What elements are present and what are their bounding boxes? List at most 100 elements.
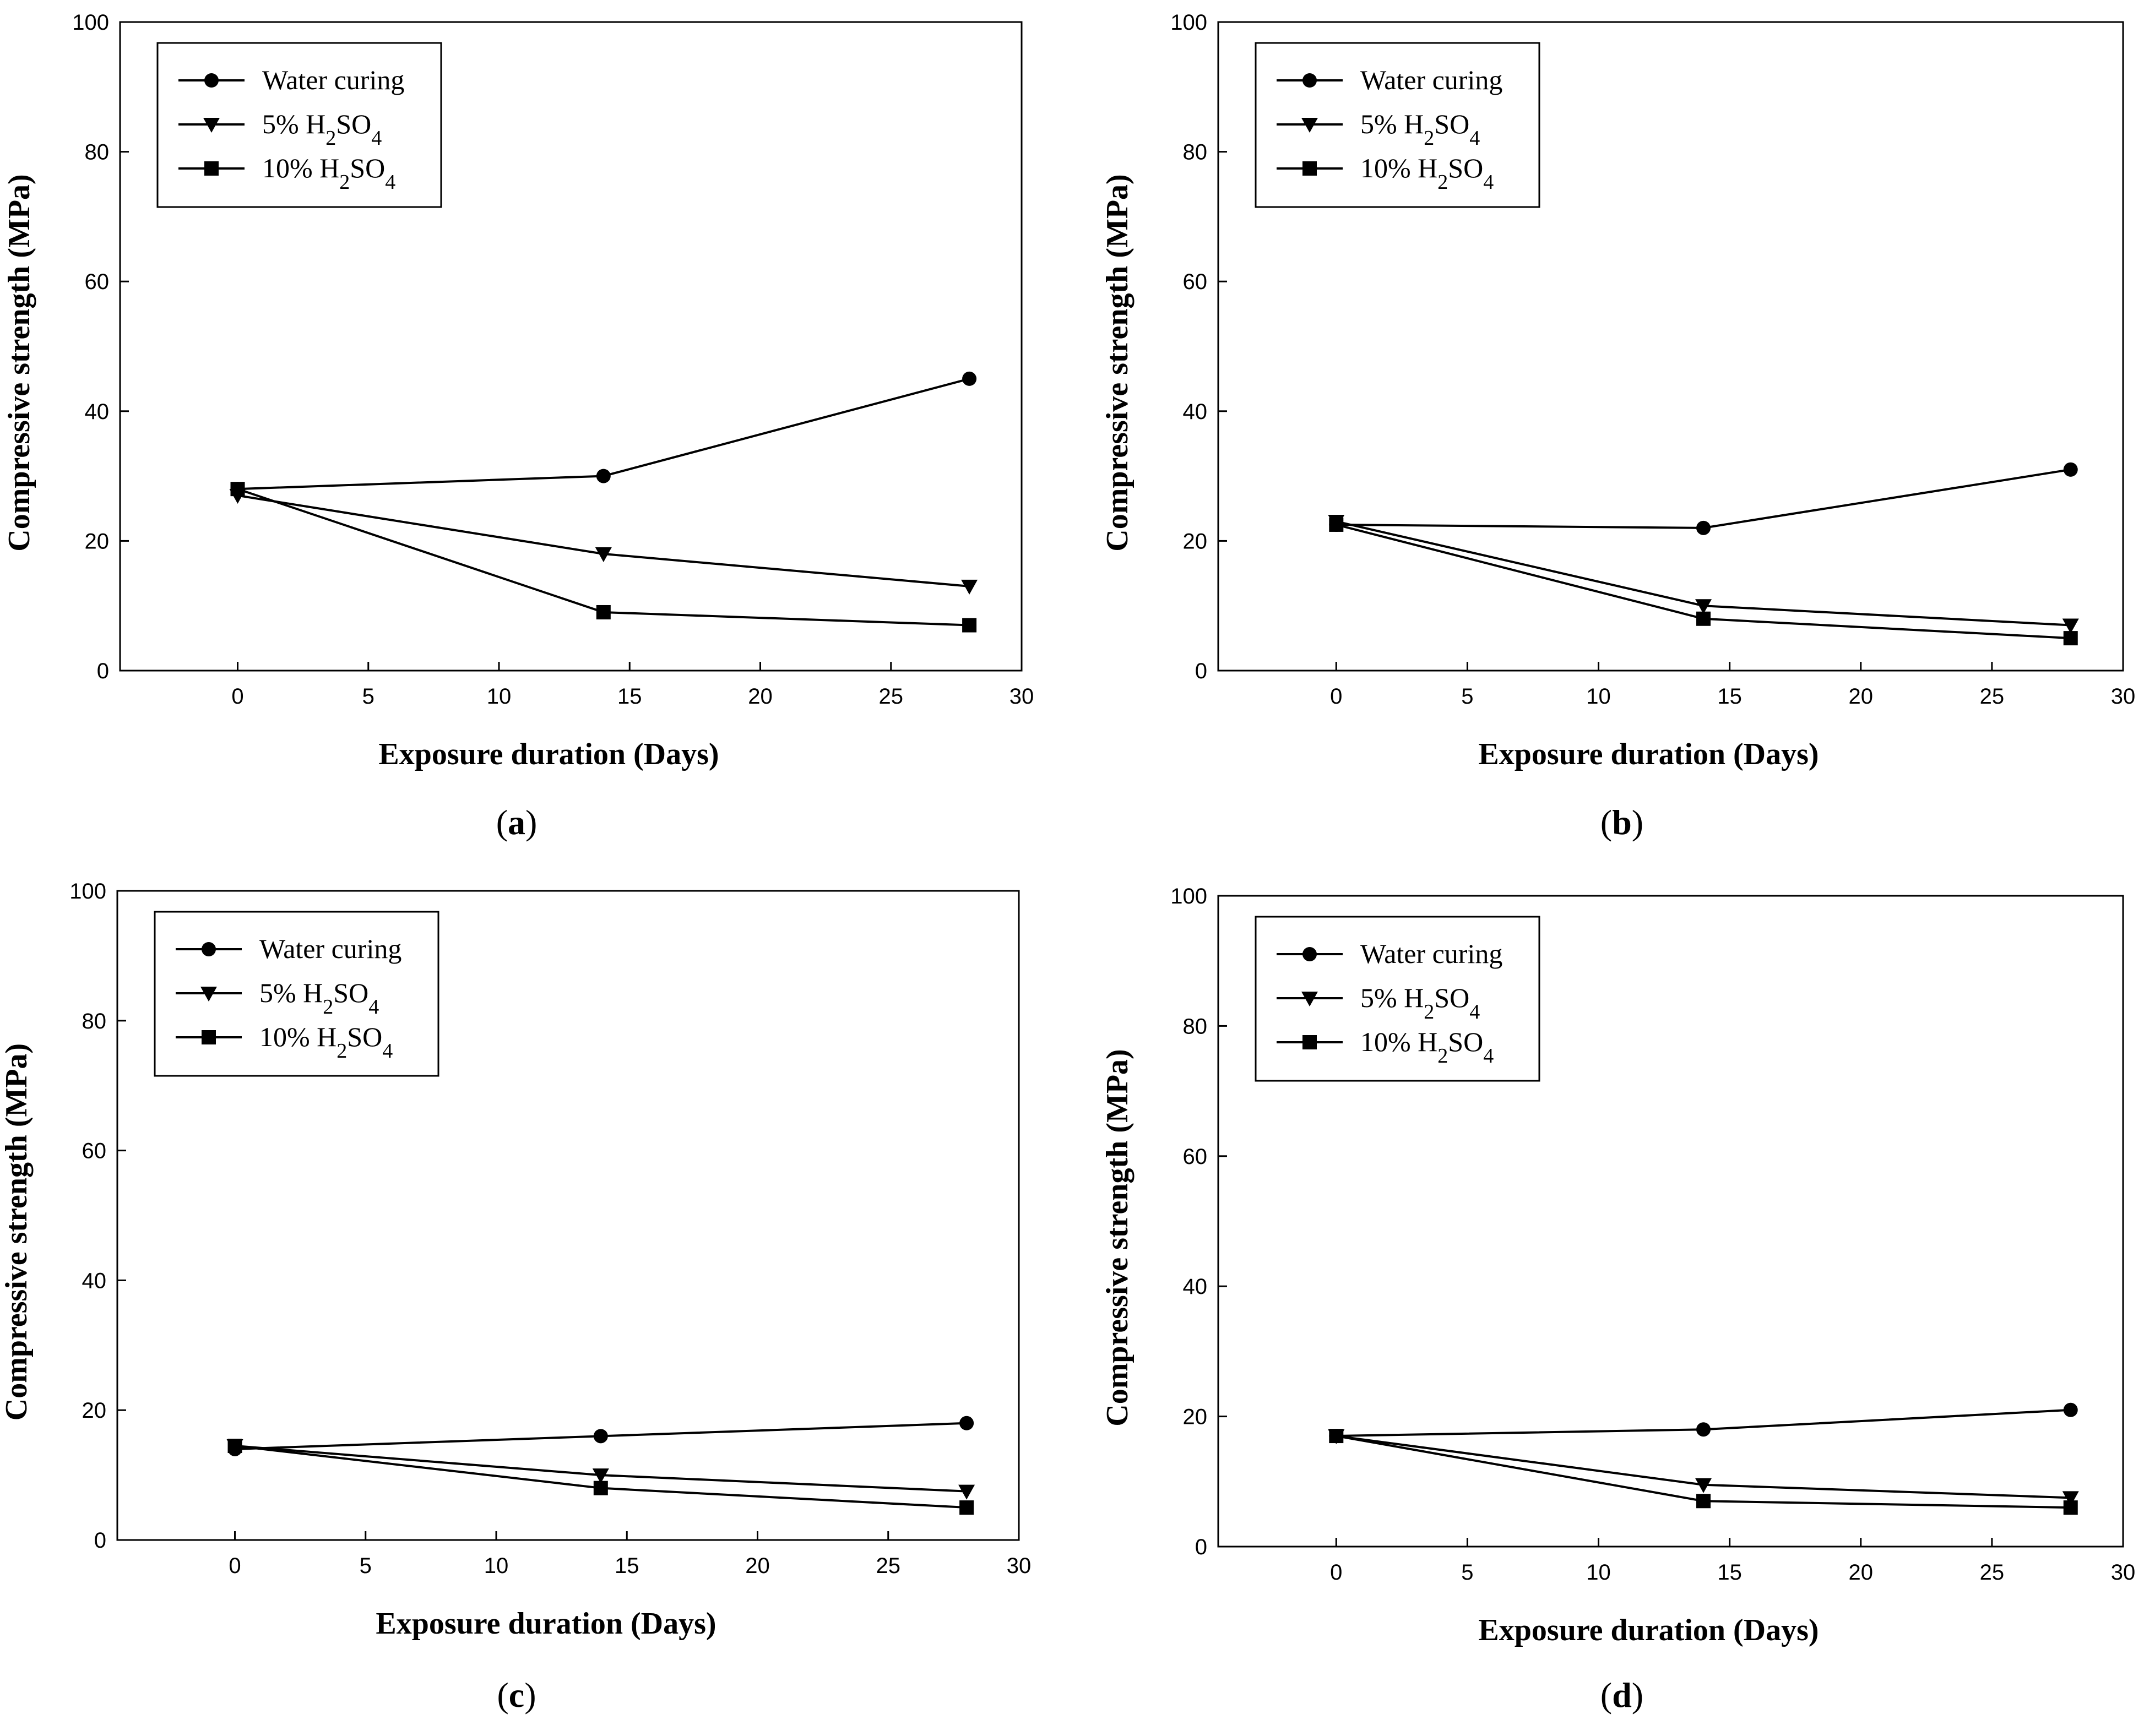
chart-panel-c: 0 20 40 60 80 100 0 5 10 15 20 25 30 Exposure duratio…	[0, 879, 1031, 1715]
y-axis-title: Compressive strength (MPa)	[1100, 174, 1135, 551]
y-tick-label: 80	[85, 140, 110, 165]
legend-marker	[1302, 73, 1317, 88]
data-point	[1696, 611, 1711, 626]
chart-panel-a: 0 20 40 60 80 100 0 5 10 15 20 25 30 Exposure duratio…	[2, 10, 1034, 842]
chart-panel-b: 0 20 40 60 80 100 0 5 10 15 20 25 30 Exposure duratio…	[1100, 10, 2135, 842]
series-line-1	[237, 494, 970, 587]
y-tick-label: 100	[69, 879, 106, 904]
legend-marker	[204, 73, 219, 88]
legend-label: 5% H2SO4	[1360, 982, 1480, 1024]
data-point	[961, 579, 978, 595]
legend-label: 10% H2SO4	[259, 1021, 393, 1063]
x-axis-title: Exposure duration (Days)	[376, 1607, 716, 1641]
y-tick-label: 80	[1183, 1014, 1208, 1038]
legend-marker	[1301, 118, 1318, 133]
legend-label: 10% H2SO4	[1360, 153, 1494, 194]
data-point	[959, 1500, 974, 1515]
data-point	[1329, 517, 1344, 532]
y-tick-label: 80	[1183, 140, 1208, 165]
x-tick-label: 5	[1461, 1560, 1473, 1585]
y-tick-label: 40	[1183, 1275, 1208, 1299]
legend-marker	[1302, 947, 1317, 961]
x-tick-label: 10	[1586, 684, 1611, 709]
plot-frame	[1217, 895, 2124, 1548]
x-tick-label: 20	[748, 684, 773, 709]
legend-marker	[202, 1030, 216, 1044]
x-tick-label: 0	[1330, 684, 1342, 709]
chart-panel-d: 0 20 40 60 80 100 0 5 10 15 20 25 30 Exposure duratio…	[1100, 884, 2135, 1715]
data-point	[2063, 631, 2078, 646]
legend-label: Water curing	[262, 64, 404, 95]
x-tick-label: 0	[1330, 1560, 1342, 1585]
data-point	[2063, 1402, 2078, 1417]
data-point	[962, 618, 977, 633]
legend-marker	[1302, 1035, 1317, 1049]
data-point	[227, 1439, 242, 1454]
data-point	[592, 1468, 609, 1484]
x-tick-label: 15	[1717, 684, 1742, 709]
x-tick-label: 30	[1007, 1554, 1032, 1578]
data-point	[596, 469, 611, 483]
x-tick-label: 10	[484, 1554, 509, 1578]
y-axis-title: Compressive strength (MPa)	[0, 1043, 34, 1421]
y-tick-label: 0	[94, 1528, 106, 1553]
x-tick-label: 5	[1461, 684, 1473, 709]
x-tick-label: 0	[231, 684, 243, 709]
y-tick-label: 100	[1170, 884, 1207, 908]
x-tick-label: 15	[1717, 1560, 1742, 1585]
x-tick-label: 20	[1849, 1560, 1874, 1585]
y-tick-label: 60	[85, 270, 110, 294]
x-tick-label: 25	[1980, 684, 2005, 709]
data-point	[1696, 520, 1711, 535]
x-axis-title: Exposure duration (Days)	[378, 737, 719, 771]
y-tick-label: 80	[82, 1009, 107, 1033]
y-tick-label: 60	[82, 1139, 107, 1163]
y-tick-label: 0	[97, 659, 109, 683]
data-point	[2062, 618, 2079, 634]
x-tick-label: 20	[1849, 684, 1874, 709]
panel-label: (c)	[497, 1675, 536, 1715]
legend-label: Water curing	[259, 933, 401, 964]
y-axis-title: Compressive strength (MPa)	[1100, 1049, 1135, 1426]
y-tick-label: 20	[82, 1398, 107, 1423]
data-point	[959, 1416, 974, 1430]
legend-label: 5% H2SO4	[262, 108, 382, 150]
y-tick-label: 40	[1183, 400, 1208, 424]
data-point	[958, 1484, 975, 1500]
plot-frame	[116, 890, 1020, 1541]
x-tick-label: 25	[876, 1554, 901, 1578]
legend-label: Water curing	[1360, 938, 1502, 969]
y-tick-label: 100	[1170, 10, 1207, 35]
plot-frame	[119, 21, 1023, 672]
data-point	[2062, 1491, 2079, 1506]
x-tick-label: 25	[1980, 1560, 2005, 1585]
y-tick-label: 60	[1183, 1145, 1208, 1169]
x-tick-label: 15	[617, 684, 642, 709]
data-point	[596, 605, 611, 619]
x-tick-label: 30	[2111, 684, 2136, 709]
legend-marker	[1301, 992, 1318, 1006]
legend-marker	[204, 161, 219, 176]
legend-marker	[1302, 161, 1317, 176]
y-tick-label: 40	[82, 1269, 107, 1293]
data-point	[1695, 1478, 1712, 1493]
x-tick-label: 30	[1009, 684, 1034, 709]
x-tick-label: 25	[879, 684, 904, 709]
panel-label: (d)	[1600, 1675, 1643, 1715]
data-point	[230, 482, 245, 497]
x-tick-label: 20	[745, 1554, 770, 1578]
x-tick-label: 10	[487, 684, 512, 709]
data-point	[2063, 1500, 2078, 1515]
x-tick-label: 5	[360, 1554, 372, 1578]
legend-marker	[202, 942, 216, 956]
data-point	[1696, 1422, 1711, 1437]
y-axis-title: Compressive strength (MPa)	[2, 174, 36, 551]
y-tick-label: 0	[1195, 659, 1207, 683]
legend-label: 5% H2SO4	[1360, 108, 1480, 150]
y-tick-label: 100	[72, 10, 109, 35]
